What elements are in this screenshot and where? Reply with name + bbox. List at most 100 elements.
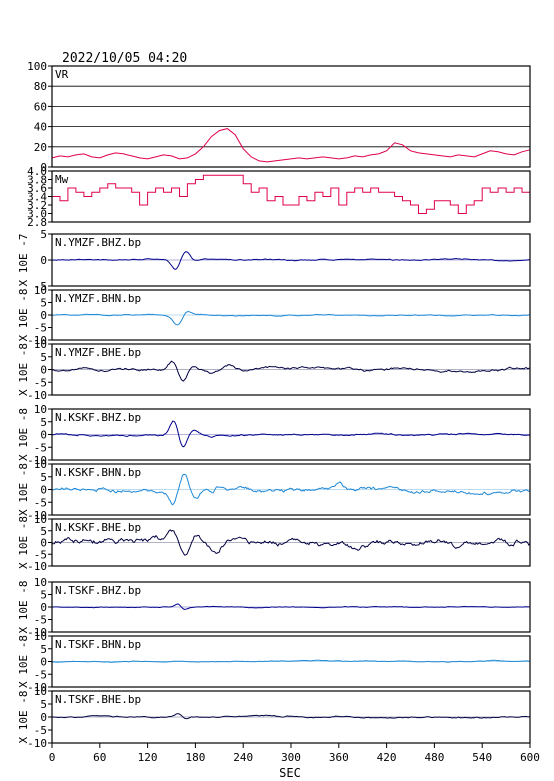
panel-title: Mw	[55, 173, 69, 186]
panel-title: N.TSKF.BHN.bp	[55, 638, 141, 651]
y-tick-label: 10	[34, 685, 47, 698]
series-line-vr	[51, 128, 531, 163]
x-axis-label: SEC	[279, 766, 301, 780]
y-tick-label: 5	[40, 351, 47, 364]
y-tick-label: -5	[34, 548, 47, 561]
y-tick-label: 2.8	[27, 216, 47, 229]
y-tick-label: -5	[34, 668, 47, 681]
y-axis-label: X 10E -8	[17, 343, 30, 396]
y-tick-label: 5	[40, 297, 47, 310]
y-axis-label: X 10E -8	[17, 408, 30, 461]
panel-frame	[51, 65, 531, 168]
x-tick-label: 300	[281, 751, 301, 764]
panel-frame	[51, 635, 531, 688]
y-tick-label: 10	[34, 630, 47, 643]
y-tick-label: 100	[27, 60, 47, 73]
panel-title: N.TSKF.BHE.bp	[55, 693, 141, 706]
y-tick-label: 5	[40, 228, 47, 241]
x-tick-label: 420	[377, 751, 397, 764]
y-tick-label: -10	[27, 389, 47, 402]
y-tick-label: 10	[34, 513, 47, 526]
panel-frame	[51, 581, 531, 633]
y-tick-label: 0	[40, 601, 47, 614]
series-line-n-ymzf-bhz-bp	[51, 251, 531, 270]
y-tick-label: -10	[27, 626, 47, 639]
panel-frame	[51, 518, 531, 567]
y-tick-label: 5	[40, 643, 47, 656]
x-tick-label: 600	[520, 751, 540, 764]
x-tick-label: 0	[49, 751, 56, 764]
x-tick-label: 480	[424, 751, 444, 764]
y-tick-label: 0	[40, 364, 47, 377]
y-tick-label: 80	[34, 80, 47, 93]
x-tick-label: 360	[329, 751, 349, 764]
panel-frame	[51, 463, 531, 516]
y-tick-label: 3.6	[27, 182, 47, 195]
y-tick-label: -5	[34, 280, 47, 293]
series-line-n-tskf-bhz-bp	[51, 603, 530, 611]
y-tick-label: -5	[34, 724, 47, 737]
y-tick-label: -10	[27, 681, 47, 694]
y-tick-label: 3.8	[27, 174, 47, 187]
panel-title: N.KSKF.BHZ.bp	[55, 411, 141, 424]
panel-frame	[51, 233, 531, 287]
y-tick-label: 0	[40, 309, 47, 322]
panel-frame	[51, 343, 531, 396]
x-tick-label: 180	[185, 751, 205, 764]
y-tick-label: 10	[34, 403, 47, 416]
y-tick-label: 10	[34, 458, 47, 471]
y-tick-label: 5	[40, 525, 47, 538]
y-tick-label: 5	[40, 589, 47, 602]
y-tick-label: 0	[40, 537, 47, 550]
y-tick-label: -10	[27, 737, 47, 750]
y-axis-label: X 10E -8	[17, 691, 30, 744]
y-tick-label: 0	[40, 429, 47, 442]
y-tick-label: -5	[34, 496, 47, 509]
x-tick-label: 240	[233, 751, 253, 764]
series-line-n-kskf-bhe-bp	[51, 529, 531, 556]
y-tick-label: 60	[34, 100, 47, 113]
y-tick-label: -5	[34, 441, 47, 454]
series-line-n-ymzf-bhn-bp	[51, 310, 531, 326]
y-tick-label: 3.2	[27, 199, 47, 212]
y-axis-label: X 10E -8	[17, 289, 30, 342]
panel-frame	[51, 408, 531, 461]
panel-frame	[51, 170, 531, 223]
y-tick-label: 0	[40, 656, 47, 669]
y-tick-label: 5	[40, 698, 47, 711]
y-tick-label: 0	[40, 161, 47, 174]
panel-title: N.KSKF.BHE.bp	[55, 521, 141, 534]
x-tick-label: 60	[93, 751, 106, 764]
series-line-n-ymzf-bhe-bp	[51, 360, 531, 382]
series-line-n-tskf-bhn-bp	[51, 659, 530, 663]
panel-n-ymzf-bhz-bp: -5 0 5 X 10E -7 N.YMZF.BHZ.bp	[17, 228, 531, 293]
y-axis-label: X 10E -8	[17, 581, 30, 634]
series-line-n-kskf-bhz-bp	[51, 420, 531, 448]
panel-mw: 2.83.03.23.43.63.84.0 Mw	[27, 165, 531, 229]
y-tick-label: 5	[40, 416, 47, 429]
x-tick-label: 120	[138, 751, 158, 764]
panel-vr: 0 20 40 60 80 100 VR	[27, 60, 531, 174]
y-tick-label: -10	[27, 454, 47, 467]
panel-title: N.YMZF.BHZ.bp	[55, 236, 141, 249]
panel-title: N.YMZF.BHN.bp	[55, 292, 141, 305]
y-tick-label: -5	[34, 322, 47, 335]
y-axis-label: X 10E -8	[17, 463, 30, 516]
x-axis: 0 60 120 180 240 300 360 420 480 540 600	[49, 743, 540, 764]
y-tick-label: 10	[34, 576, 47, 589]
y-tick-label: 0	[40, 711, 47, 724]
y-axis-label: X 10E -8	[17, 516, 30, 569]
panel-title: VR	[55, 68, 69, 81]
y-tick-label: 3.4	[27, 191, 47, 204]
y-tick-label: 0	[40, 254, 47, 267]
panel-title: N.TSKF.BHZ.bp	[55, 584, 141, 597]
